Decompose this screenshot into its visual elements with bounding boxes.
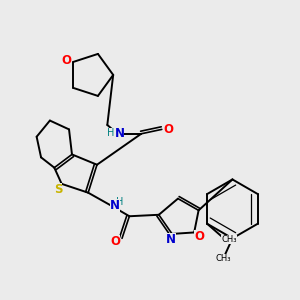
Text: CH₃: CH₃ (221, 235, 237, 244)
Text: O: O (163, 123, 173, 136)
Text: H: H (116, 196, 124, 206)
Text: S: S (54, 183, 62, 196)
Text: H: H (106, 128, 114, 138)
Text: N: N (114, 127, 124, 140)
Text: CH₃: CH₃ (216, 254, 231, 262)
Text: N: N (166, 233, 176, 246)
Text: O: O (194, 230, 205, 243)
Text: N: N (110, 200, 120, 212)
Text: O: O (110, 235, 120, 248)
Text: O: O (62, 54, 72, 67)
